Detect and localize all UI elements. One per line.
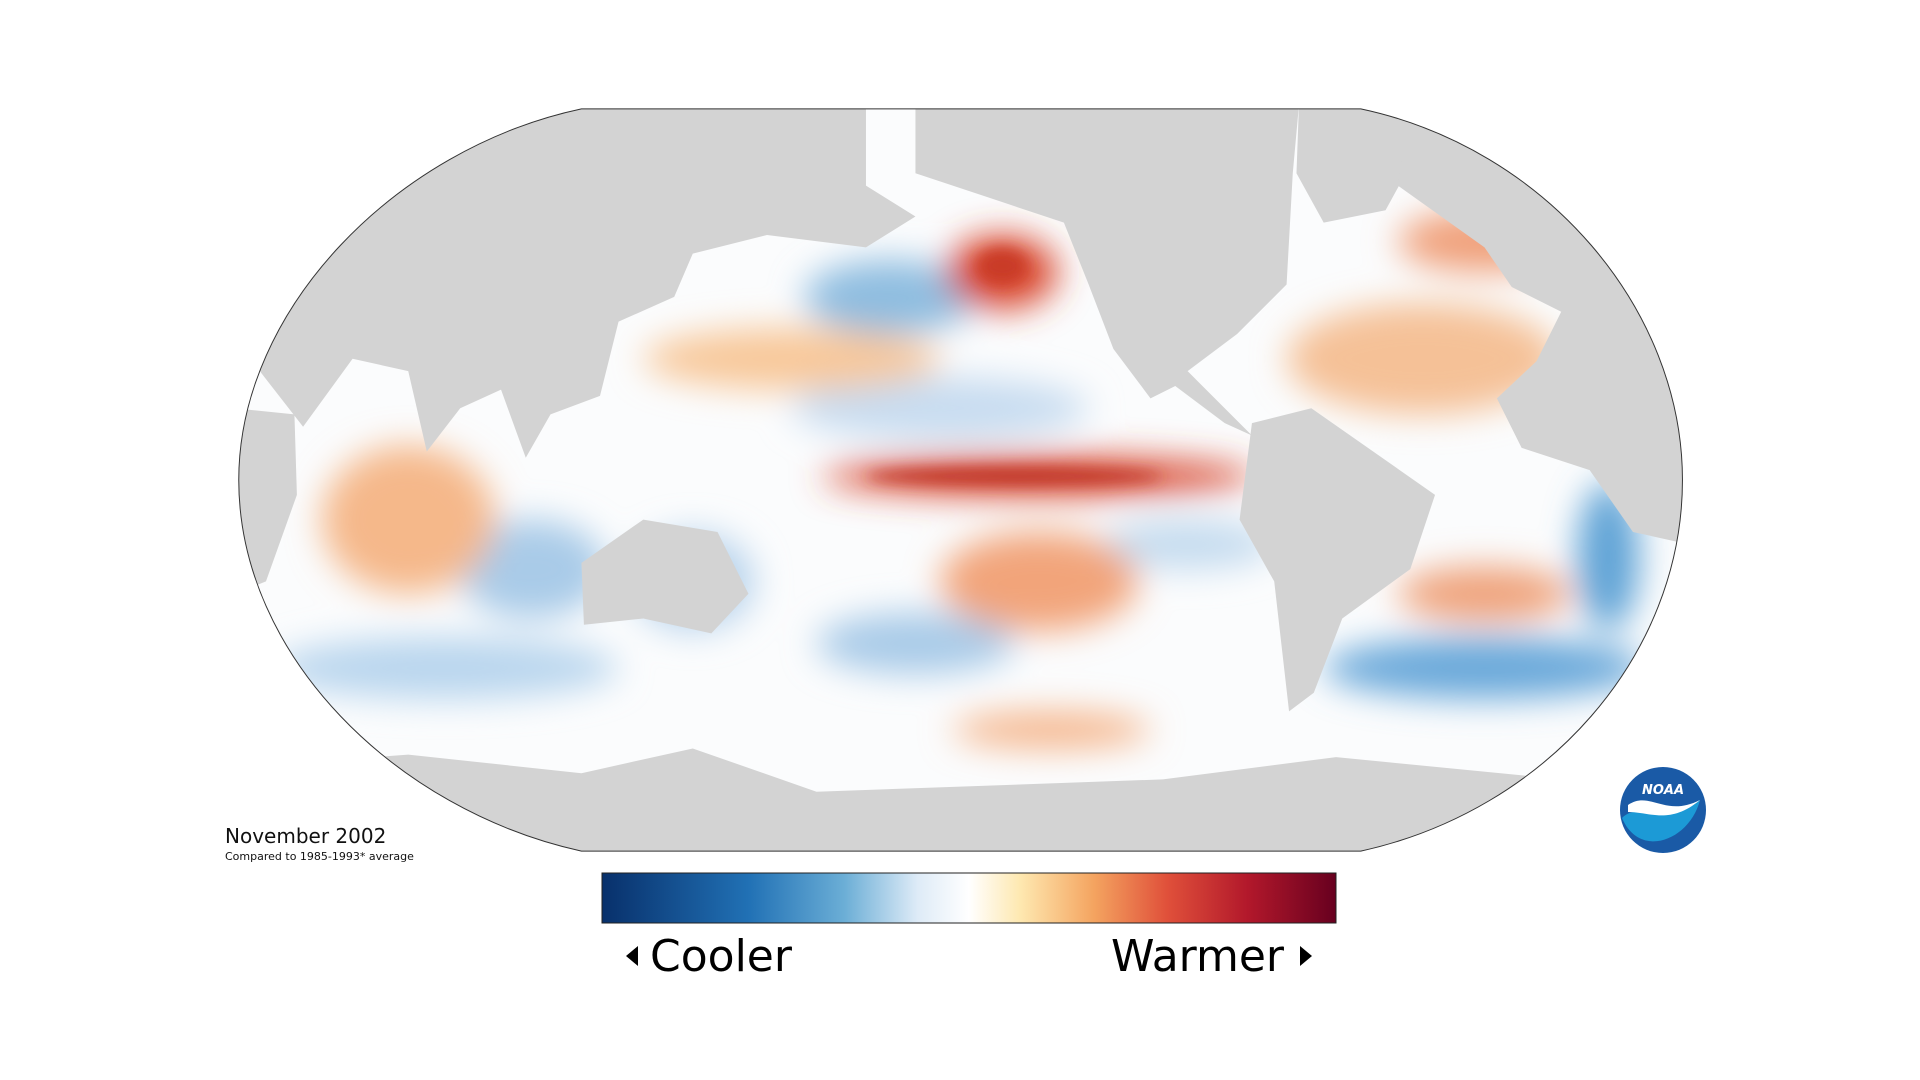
logo-text: NOAA <box>1642 783 1684 798</box>
color-bar <box>601 872 1337 924</box>
cooler-arrow <box>626 946 638 966</box>
map-outline <box>238 108 1683 852</box>
globe <box>238 108 1683 852</box>
map-date: November 2002 <box>225 824 386 848</box>
warmer-arrow <box>1300 946 1312 966</box>
map-body <box>238 108 1683 852</box>
land <box>238 108 1683 852</box>
cooler-label: Cooler <box>650 931 793 982</box>
noaa-logo: NOAA <box>1620 767 1706 853</box>
warmer-label: Warmer <box>1111 931 1285 982</box>
anomaly-core <box>865 248 1163 485</box>
map-subtitle: Compared to 1985-1993* average <box>225 850 414 863</box>
